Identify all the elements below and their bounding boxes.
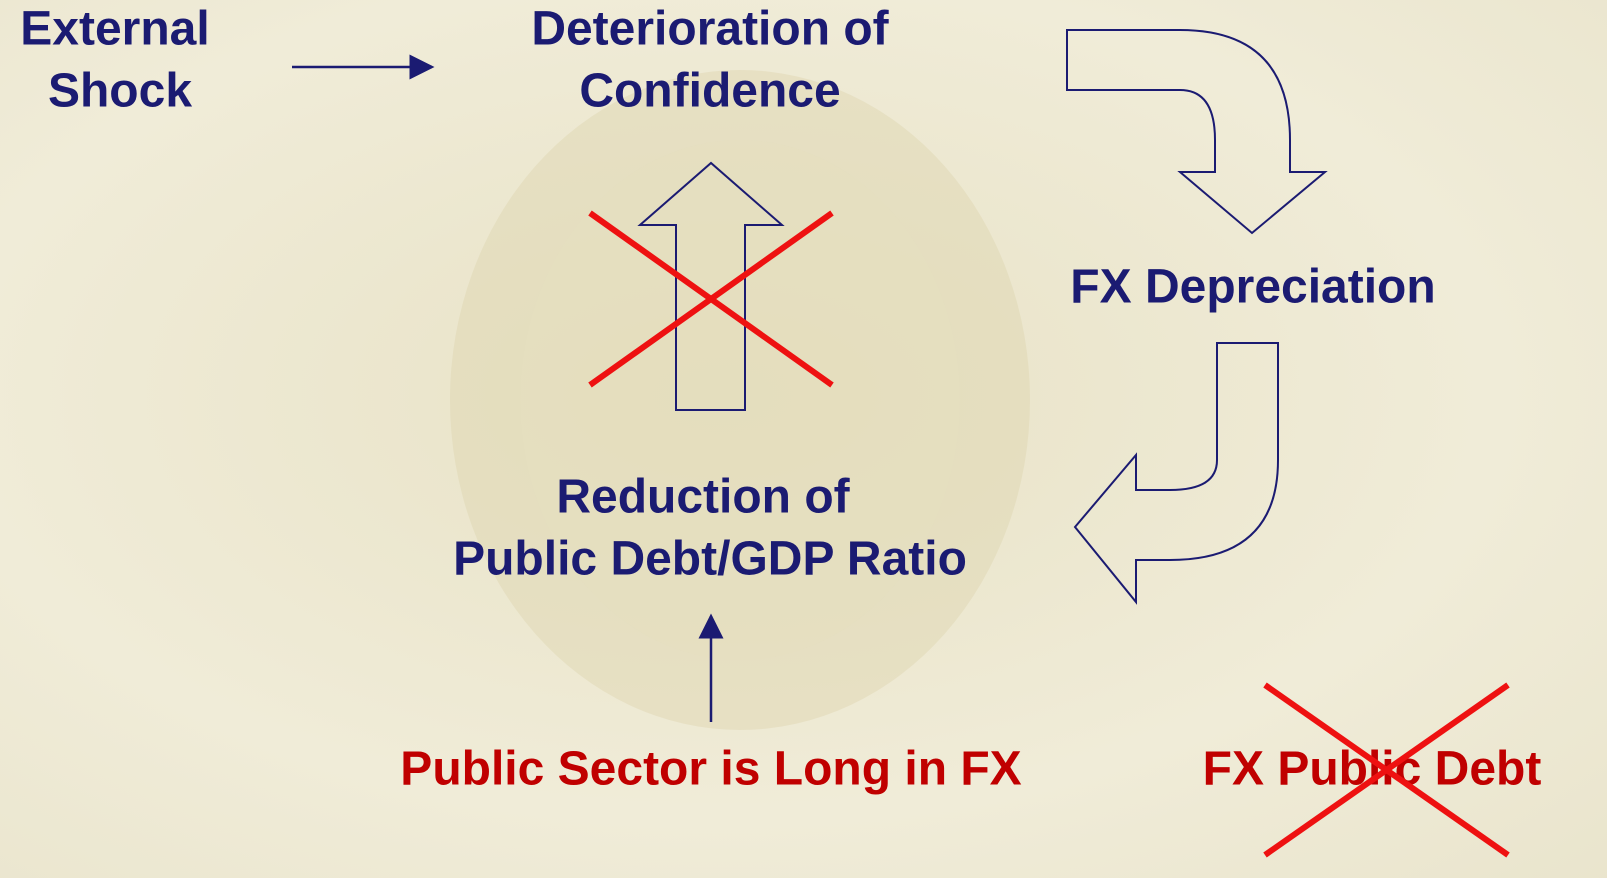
cross-mark [1263,682,1510,858]
node-label: Public Debt/GDP Ratio [453,533,967,586]
node-label: FX Public Debt [1203,743,1542,796]
block-arrow [1066,29,1328,235]
node-label: Reduction of [556,471,850,524]
block-arrow [637,161,785,411]
cross-mark [588,210,834,388]
node-label: Public Sector is Long in FX [400,743,1021,796]
node-label: Deterioration of [531,3,889,56]
block-arrow [1073,342,1279,605]
node-label: External [20,3,209,56]
node-label: Confidence [579,65,840,118]
background-seal-inner [520,140,960,660]
node-label: Shock [48,65,192,118]
node-label: FX Depreciation [1070,261,1435,314]
